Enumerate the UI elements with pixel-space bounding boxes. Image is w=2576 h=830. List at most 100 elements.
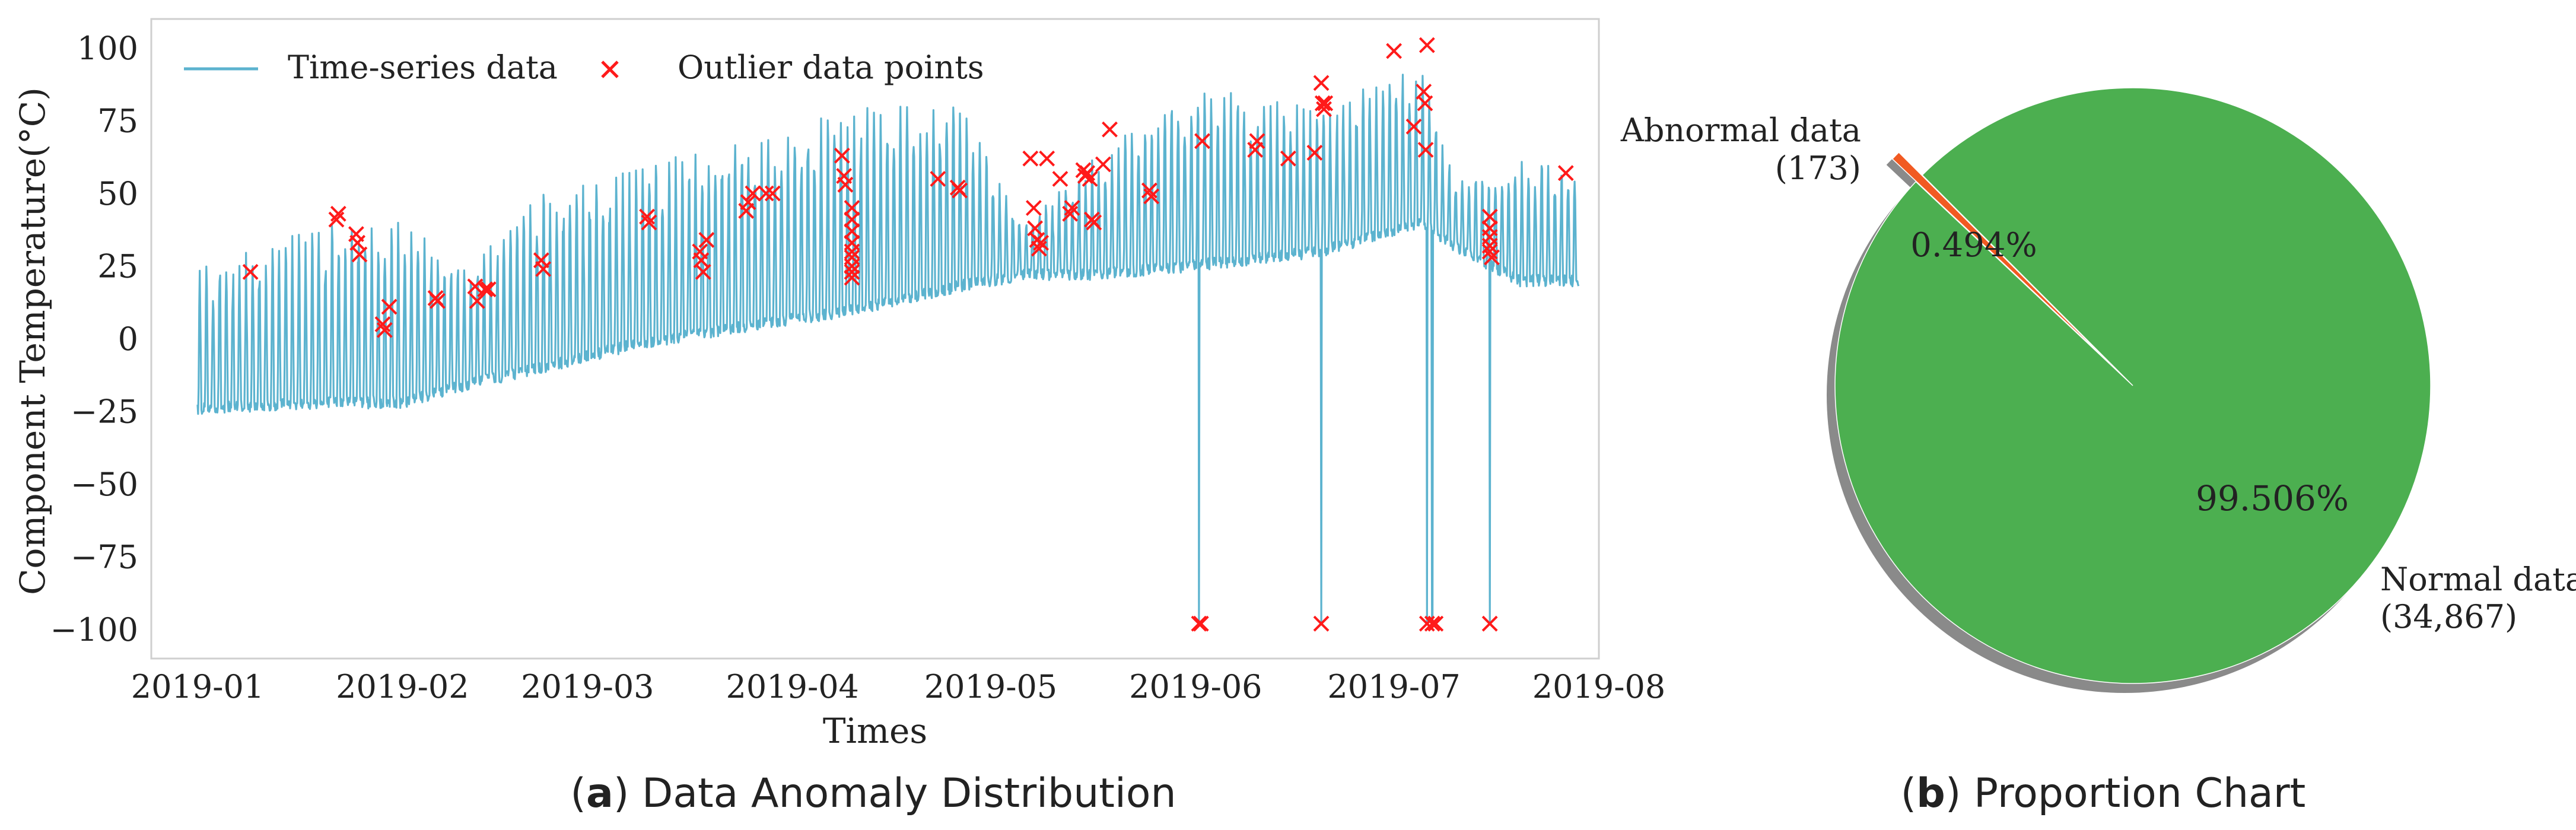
abnormal-label: Abnormal data: [1620, 112, 1861, 149]
outlier-point: [844, 243, 860, 260]
caption-b-letter: b: [1916, 770, 1945, 817]
x-tick-label: 2019-02: [336, 668, 469, 705]
outlier-point: [1280, 150, 1296, 167]
x-tick-label: 2019-01: [131, 668, 264, 705]
outlier-point: [834, 147, 850, 164]
outlier-point: [641, 214, 657, 231]
outlier-point: [1557, 165, 1574, 182]
outlier-point: [1424, 615, 1440, 632]
y-tick-label: −25: [71, 393, 138, 431]
y-axis-ticks: 100 75 50 25 0 −25 −50 −75 −100: [50, 30, 138, 648]
outlier-point: [1405, 118, 1422, 135]
y-tick-label: 0: [118, 320, 138, 358]
normal-label: Normal data: [2380, 561, 2576, 598]
outlier-point: [1191, 615, 1207, 632]
outlier-point: [1025, 200, 1042, 216]
outlier-point: [1102, 121, 1118, 138]
outlier-point: [1313, 615, 1330, 632]
outlier-point: [535, 260, 552, 277]
outlier-point: [1317, 95, 1334, 112]
outlier-point: [480, 281, 497, 298]
outlier-point: [374, 316, 391, 332]
pie-slice-normal: [1834, 87, 2431, 684]
x-tick-label: 2019-04: [726, 668, 859, 705]
outlier-point: [1314, 95, 1331, 112]
outlier-point: [695, 263, 711, 280]
outlier-point: [1086, 214, 1102, 231]
outlier-point: [328, 211, 345, 228]
outlier-point: [1039, 150, 1055, 167]
x-tick-label: 2019-07: [1327, 668, 1460, 705]
outlier-point: [844, 200, 860, 216]
y-tick-label: 25: [97, 248, 138, 285]
x-tick-label: 2019-08: [1532, 668, 1665, 705]
caption-b-text: Proportion Chart: [1961, 770, 2305, 817]
outlier-point: [430, 292, 446, 309]
outlier-point: [330, 205, 346, 222]
outlier-point: [745, 185, 761, 202]
x-tick-label: 2019-03: [521, 668, 654, 705]
outlier-point: [351, 246, 368, 263]
outlier-point: [837, 176, 854, 193]
outlier-point: [1062, 205, 1079, 222]
outlier-point: [467, 278, 484, 295]
caption-a-text: Data Anomaly Distribution: [629, 770, 1176, 817]
legend-label-outliers: Outlier data points: [678, 49, 984, 86]
outlier-point: [1313, 75, 1330, 91]
outlier-point: [1194, 133, 1210, 150]
outlier-point: [1031, 240, 1047, 257]
outlier-point: [1484, 249, 1500, 266]
series-line: [196, 74, 1580, 625]
outlier-point: [1481, 243, 1498, 260]
outlier-point: [1316, 101, 1332, 117]
outlier-point: [1095, 156, 1111, 173]
outlier-point: [930, 171, 946, 187]
outlier-point: [758, 185, 774, 202]
outlier-point: [1022, 150, 1039, 167]
outlier-point: [1417, 95, 1433, 112]
caption-a-letter: a: [586, 770, 613, 817]
caption-a: (a) Data Anomaly Distribution: [570, 770, 1176, 817]
x-axis-ticks: 2019-01 2019-02 2019-03 2019-04 2019-05 2019-…: [131, 668, 1665, 705]
outlier-point: [1481, 615, 1498, 632]
legend-x-marker: [601, 61, 619, 78]
outlier-point: [1427, 615, 1444, 632]
y-axis-label: Component Temperature(°C): [12, 87, 53, 595]
outlier-point: [1052, 171, 1068, 187]
x-axis-label: Times: [823, 711, 927, 751]
y-tick-label: 100: [77, 30, 138, 67]
legend-label-series: Time-series data: [288, 49, 558, 86]
pie-chart-panel: Abnormal data (173) 0.494% 99.506% Norma…: [1620, 87, 2576, 817]
outlier-point: [1064, 200, 1080, 216]
outlier-point: [376, 322, 393, 338]
normal-pct: 99.506%: [2196, 478, 2349, 519]
pie: [1827, 87, 2431, 693]
y-tick-label: −75: [71, 539, 138, 576]
outlier-point: [242, 263, 259, 280]
outlier-point: [1249, 133, 1265, 150]
outlier-markers: [242, 37, 1574, 632]
outlier-point: [1082, 171, 1098, 187]
y-tick-label: 75: [97, 103, 138, 140]
outlier-point: [844, 211, 860, 228]
outlier-point: [952, 182, 968, 199]
outlier-point: [1417, 142, 1434, 158]
outlier-point: [1143, 188, 1160, 205]
outlier-point: [698, 231, 715, 248]
y-tick-label: 50: [97, 175, 138, 212]
outlier-point: [477, 281, 494, 298]
outlier-point: [844, 269, 860, 286]
outlier-point: [844, 263, 860, 280]
pie-slice-abnormal: [1891, 151, 2110, 364]
outlier-point: [1033, 234, 1050, 251]
outlier-point: [1192, 615, 1209, 632]
outlier-point: [1306, 144, 1323, 161]
outlier-point: [381, 298, 397, 315]
caption-b: (b) Proportion Chart: [1901, 770, 2306, 817]
abnormal-pct: 0.494%: [1910, 226, 2037, 265]
outlier-point: [740, 194, 756, 211]
legend: Time-series data Outlier data points: [184, 49, 984, 86]
time-series-line: [196, 74, 1580, 625]
